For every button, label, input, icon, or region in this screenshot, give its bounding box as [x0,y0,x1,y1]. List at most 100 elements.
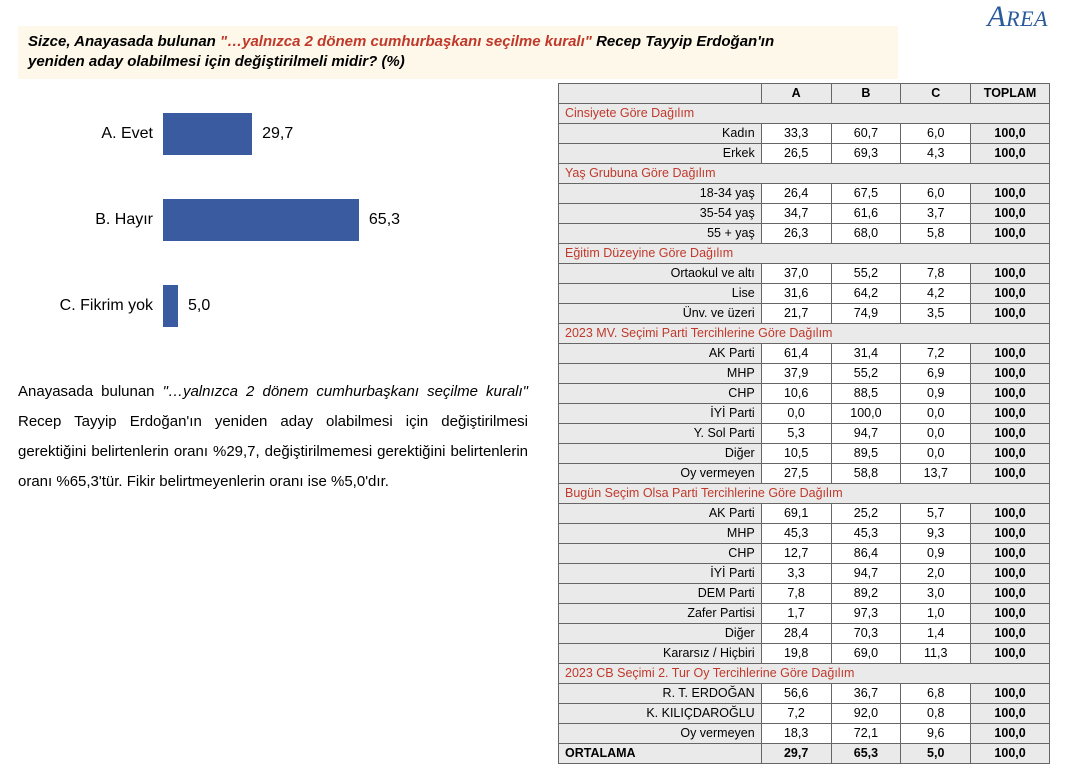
table-row: AK Parti61,431,47,2100,0 [559,343,1050,363]
brand-logo: AREA [987,0,1048,34]
table-row: Ünv. ve üzeri21,774,93,5100,0 [559,303,1050,323]
table-header-cell: C [901,83,971,103]
table-cell: 31,4 [831,343,901,363]
table-row: Lise31,664,24,2100,0 [559,283,1050,303]
table-cell: 3,5 [901,303,971,323]
table-cell: 69,1 [761,503,831,523]
table-cell: 10,5 [761,443,831,463]
table-cell: 58,8 [831,463,901,483]
table-cell: 100,0 [971,223,1050,243]
table-cell: 0,9 [901,543,971,563]
table-cell: 64,2 [831,283,901,303]
table-cell: 9,6 [901,723,971,743]
table-cell: Ortaokul ve altı [559,263,762,283]
chart-category-label: A. Evet [48,125,163,143]
table-row: K. KILIÇDAROĞLU7,292,00,8100,0 [559,703,1050,723]
table-cell: Diğer [559,443,762,463]
table-row: Erkek26,569,34,3100,0 [559,143,1050,163]
table-cell: CHP [559,383,762,403]
chart-bar-row: A. Evet29,7 [48,113,538,155]
table-cell: 3,0 [901,583,971,603]
table-cell: 97,3 [831,603,901,623]
table-cell: MHP [559,363,762,383]
table-cell: R. T. ERDOĞAN [559,683,762,703]
table-cell: 65,3 [831,743,901,763]
table-cell: 55 + yaş [559,223,762,243]
table-cell: 61,4 [761,343,831,363]
table-row: MHP45,345,39,3100,0 [559,523,1050,543]
table-cell: 6,0 [901,123,971,143]
table-cell: 10,6 [761,383,831,403]
table-header-cell: TOPLAM [971,83,1050,103]
table-cell: 70,3 [831,623,901,643]
table-row: MHP37,955,26,9100,0 [559,363,1050,383]
table-cell: 5,7 [901,503,971,523]
table-cell: 5,0 [901,743,971,763]
table-cell: 55,2 [831,363,901,383]
table-cell: K. KILIÇDAROĞLU [559,703,762,723]
table-cell: 6,8 [901,683,971,703]
table-cell: Kadın [559,123,762,143]
table-cell: 86,4 [831,543,901,563]
table-row: 18-34 yaş26,467,56,0100,0 [559,183,1050,203]
table-cell: Oy vermeyen [559,723,762,743]
crosstab-table: ABCTOPLAMCinsiyete Göre DağılımKadın33,3… [558,83,1050,764]
table-cell: 100,0 [971,343,1050,363]
table-cell: 12,7 [761,543,831,563]
table-row: Oy vermeyen27,558,813,7100,0 [559,463,1050,483]
table-cell: 26,3 [761,223,831,243]
table-cell: 4,2 [901,283,971,303]
table-cell: 94,7 [831,563,901,583]
table-cell: 27,5 [761,463,831,483]
table-cell: DEM Parti [559,583,762,603]
table-cell: Oy vermeyen [559,463,762,483]
table-section-title: 2023 MV. Seçimi Parti Tercihlerine Göre … [559,323,1050,343]
table-average-row: ORTALAMA29,765,35,0100,0 [559,743,1050,763]
chart-bar [163,113,252,155]
table-cell: 5,8 [901,223,971,243]
table-cell: 5,3 [761,423,831,443]
table-row: 55 + yaş26,368,05,8100,0 [559,223,1050,243]
table-cell: 61,6 [831,203,901,223]
table-cell: 72,1 [831,723,901,743]
summary-note: Anayasada bulunan "…yalnızca 2 dönem cum… [18,377,538,497]
table-cell: 18-34 yaş [559,183,762,203]
table-cell: 100,0 [971,443,1050,463]
question-box: Sizce, Anayasada bulunan "…yalnızca 2 dö… [18,26,898,79]
table-cell: 69,0 [831,643,901,663]
table-row: İYİ Parti0,0100,00,0100,0 [559,403,1050,423]
table-cell: ORTALAMA [559,743,762,763]
table-cell: 13,7 [901,463,971,483]
table-cell: 45,3 [831,523,901,543]
table-cell: Diğer [559,623,762,643]
table-cell: 60,7 [831,123,901,143]
table-cell: MHP [559,523,762,543]
table-cell: 100,0 [971,123,1050,143]
table-cell: 26,5 [761,143,831,163]
table-cell: 21,7 [761,303,831,323]
table-cell: 34,7 [761,203,831,223]
chart-bar-row: C. Fikrim yok5,0 [48,285,538,327]
table-row: Ortaokul ve altı37,055,27,8100,0 [559,263,1050,283]
table-row: Kararsız / Hiçbiri19,869,011,3100,0 [559,643,1050,663]
table-section-title: Yaş Grubuna Göre Dağılım [559,163,1050,183]
table-cell: AK Parti [559,343,762,363]
table-cell: AK Parti [559,503,762,523]
table-cell: 100,0 [971,603,1050,623]
table-cell: 100,0 [971,203,1050,223]
table-cell: 74,9 [831,303,901,323]
table-row: Oy vermeyen18,372,19,6100,0 [559,723,1050,743]
table-cell: 33,3 [761,123,831,143]
table-cell: 7,2 [901,343,971,363]
table-cell: 0,9 [901,383,971,403]
table-cell: 100,0 [971,723,1050,743]
table-cell: 36,7 [831,683,901,703]
table-cell: 100,0 [971,563,1050,583]
table-cell: 3,7 [901,203,971,223]
table-cell: 100,0 [971,543,1050,563]
table-row: Y. Sol Parti5,394,70,0100,0 [559,423,1050,443]
table-cell: 68,0 [831,223,901,243]
table-cell: 28,4 [761,623,831,643]
chart-bar [163,285,178,327]
table-cell: 89,2 [831,583,901,603]
